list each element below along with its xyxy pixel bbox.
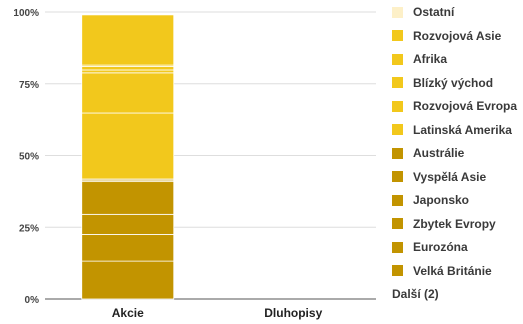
bar-segment-rozvojov-evropa[interactable] — [81, 69, 175, 74]
legend-label: Rozvojová Evropa — [413, 99, 518, 113]
x-tick-label: Akcie — [112, 306, 144, 320]
legend-swatch — [392, 30, 403, 41]
legend-label: Afrika — [413, 52, 448, 66]
legend-label: Ostatní — [413, 5, 455, 19]
y-tick-label: 50% — [19, 152, 39, 163]
legend-swatch — [392, 171, 403, 182]
legend-item[interactable]: Austrálie — [392, 145, 464, 161]
legend-item[interactable]: Eurozóna — [392, 239, 468, 255]
legend-swatch — [392, 100, 403, 112]
x-tick-label: Dluhopisy — [264, 306, 322, 320]
y-tick-label: 25% — [19, 223, 39, 234]
legend-item[interactable]: Latinská Amerika — [392, 122, 512, 138]
bar-segment-velk-brit-nie[interactable] — [81, 260, 175, 300]
legend-label: Eurozóna — [413, 240, 468, 254]
legend-item[interactable]: Ostatní — [392, 4, 454, 20]
legend-item[interactable]: Blízký východ — [392, 75, 493, 91]
legend-swatch — [392, 241, 403, 253]
legend-swatch — [392, 218, 403, 229]
legend-item[interactable]: Japonsko — [392, 192, 469, 208]
bar-segment-afrika[interactable] — [81, 66, 175, 71]
bar-segment-zbytek-evropy[interactable] — [81, 213, 175, 235]
bar-segment-latinsk-amerika[interactable] — [81, 112, 175, 180]
bar-segment-japonsko[interactable] — [81, 181, 175, 215]
y-tick-label: 75% — [19, 80, 39, 91]
legend-label: Vyspělá Asie — [413, 169, 487, 184]
bar-segment-bl-zk-v-chod[interactable] — [81, 72, 175, 114]
legend-label: Zbytek Evropy — [413, 216, 496, 231]
legend-item[interactable]: Zbytek Evropy — [392, 216, 496, 232]
legend-label: Velká Británie — [413, 263, 492, 278]
legend-label: Austrálie — [413, 146, 465, 160]
legend-swatch — [392, 53, 403, 65]
y-tick-label: 100% — [13, 8, 39, 19]
legend-swatch — [392, 77, 403, 88]
legend-item[interactable]: Vyspělá Asie — [392, 169, 486, 185]
legend-label: Rozvojová Asie — [413, 28, 502, 43]
legend-swatch — [392, 124, 403, 135]
legend-item[interactable]: Rozvojová Evropa — [392, 98, 517, 114]
legend-swatch — [392, 265, 403, 276]
y-tick-label: 0% — [25, 295, 40, 306]
legend-item[interactable]: Rozvojová Asie — [392, 28, 501, 44]
bar-segment-euroz-na[interactable] — [81, 234, 175, 262]
legend-swatch — [392, 6, 403, 18]
legend-swatch — [392, 194, 403, 206]
legend-label: Latinská Amerika — [413, 122, 512, 137]
legend-item[interactable]: Afrika — [392, 51, 447, 67]
bar-segment-ostatn-[interactable] — [81, 14, 175, 66]
legend-item[interactable]: Velká Británie — [392, 263, 492, 279]
legend-swatch — [392, 147, 403, 159]
legend-label: Japonsko — [413, 193, 470, 207]
stacked-bar-chart: 0% 25% 50% 75% 100% Akcie Dluhopisy — [13, 8, 376, 320]
legend-more-button[interactable]: Další (2) — [392, 287, 439, 301]
legend-label: Blízký východ — [413, 75, 494, 90]
